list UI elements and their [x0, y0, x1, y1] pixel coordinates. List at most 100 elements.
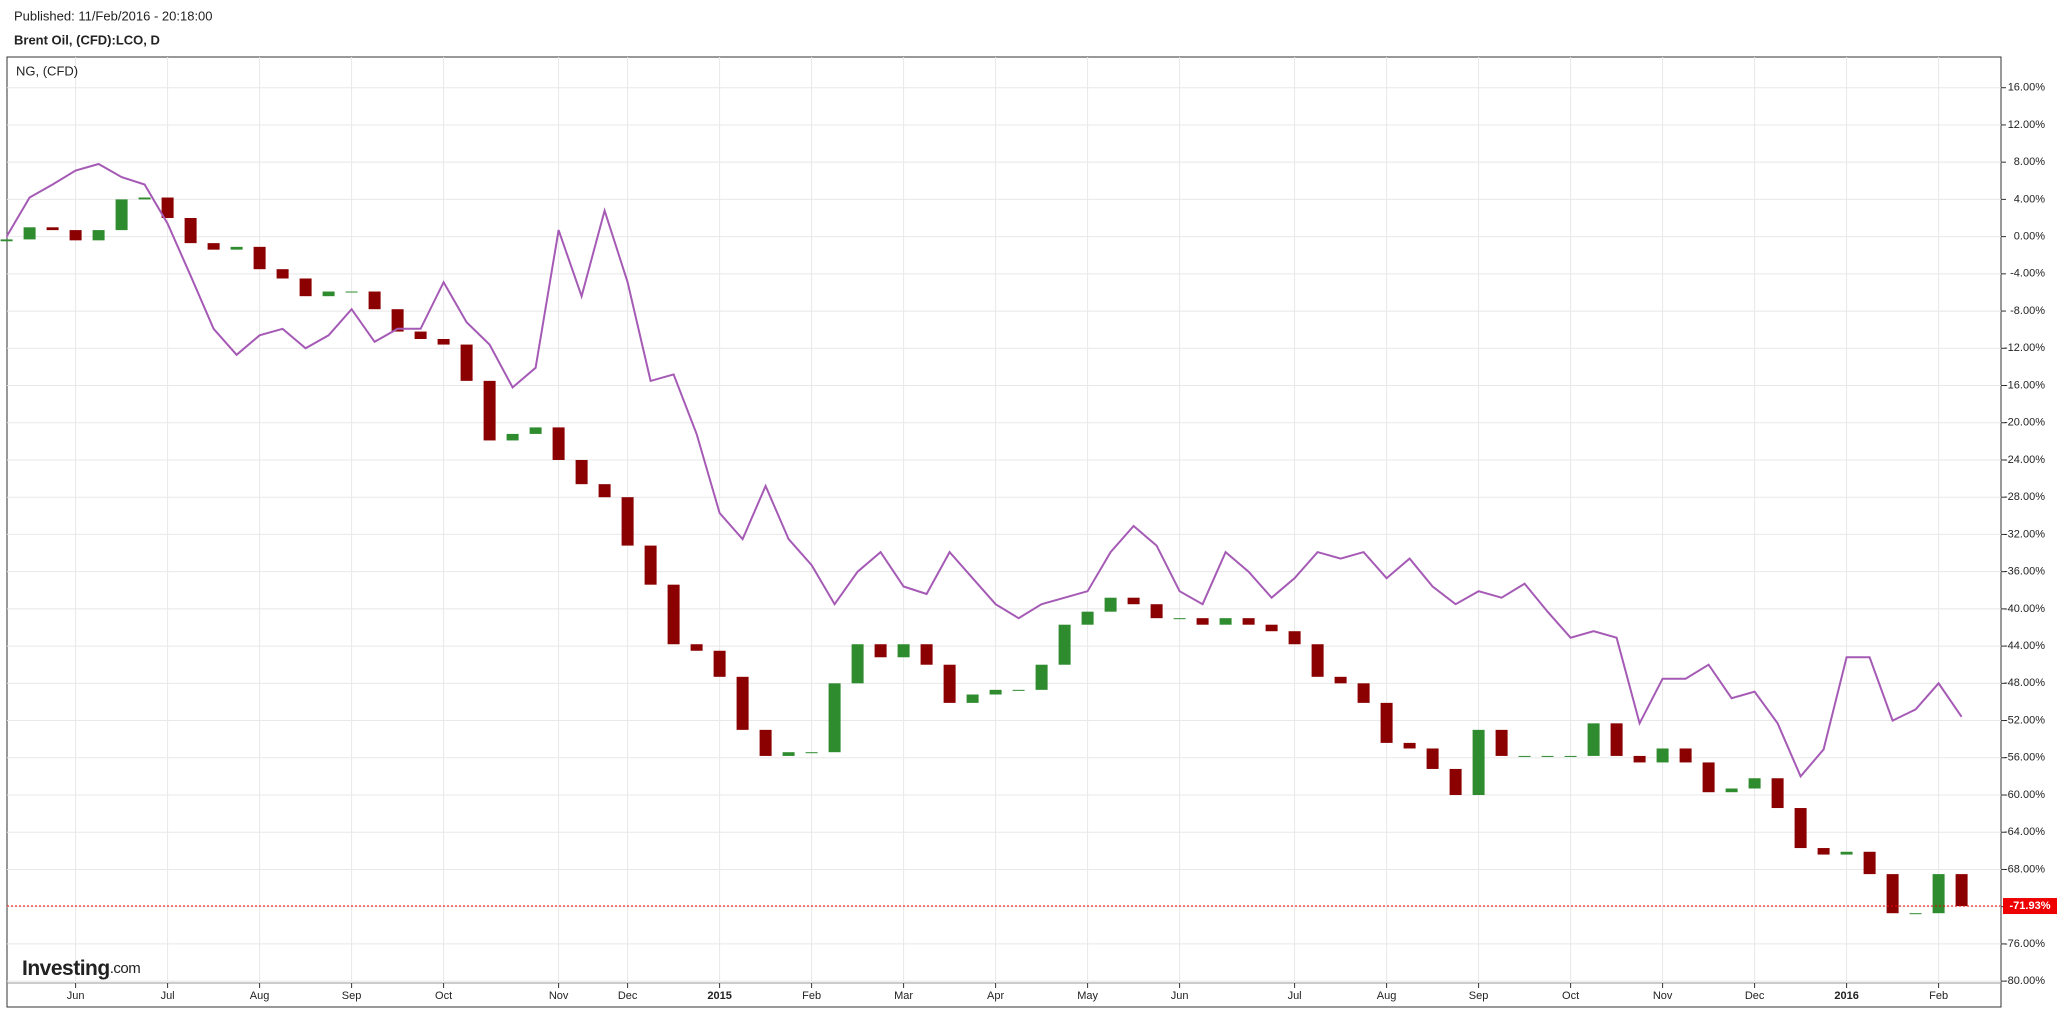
candle-body: [460, 344, 473, 381]
x-tick-label: Aug: [250, 990, 270, 1002]
candle-body: [1104, 597, 1117, 612]
candle-body: [0, 239, 13, 242]
y-tick-label: -16.00%: [2004, 379, 2045, 391]
x-tick-label: 2015: [707, 990, 731, 1002]
candle-body: [1794, 808, 1807, 849]
x-tick-label: Aug: [1377, 990, 1397, 1002]
candle-body: [23, 227, 36, 240]
x-tick-label: Feb: [802, 990, 821, 1002]
y-tick-label: 12.00%: [2008, 119, 2046, 131]
candle-body: [368, 291, 381, 310]
x-tick-label: Apr: [987, 990, 1004, 1002]
candle-body: [575, 459, 588, 485]
candle-body: [1610, 723, 1623, 756]
grid: 16.00% 12.00% 8.00% 4.00% 0.00% -4.00% -8.00% -…: [7, 57, 2045, 1002]
y-tick-label: -76.00%: [2004, 938, 2045, 950]
chart-title: Brent Oil, (CFD):LCO, D: [14, 32, 160, 47]
candle-body: [644, 545, 657, 585]
candle-body: [667, 584, 680, 645]
x-tick-label: Dec: [618, 990, 638, 1002]
candle-body: [1334, 676, 1347, 684]
candle-body: [1932, 874, 1945, 914]
candle-body: [1058, 624, 1071, 665]
candle-body: [621, 497, 634, 546]
candle-body: [1702, 762, 1715, 793]
y-tick-label: -20.00%: [2004, 417, 2045, 429]
candle-body: [690, 644, 703, 651]
candle-body: [1242, 618, 1255, 625]
candle-body: [759, 729, 772, 756]
candle-body: [1357, 683, 1370, 703]
series-line: [5, 162, 1963, 779]
candle-body: [276, 269, 289, 279]
legend-label: NG, (CFD): [16, 63, 78, 78]
candle-body: [943, 664, 956, 703]
candle-body: [1449, 768, 1462, 796]
candle-body: [1955, 874, 1968, 907]
candle-body: [1012, 689, 1025, 691]
candle-body: [1472, 729, 1485, 796]
marks: NG, (CFD) -71.93%: [0, 63, 2057, 915]
candle-body: [851, 644, 864, 684]
y-tick-label: -28.00%: [2004, 491, 2045, 503]
candle-body: [529, 427, 542, 434]
y-tick-label: -4.00%: [2010, 268, 2045, 280]
x-tick-label: Oct: [1562, 990, 1579, 1002]
candle-body: [1403, 742, 1416, 749]
candle-body: [713, 650, 726, 677]
candle-body: [1288, 631, 1301, 645]
x-tick-label: Jul: [161, 990, 175, 1002]
x-tick-label: Feb: [1929, 990, 1948, 1002]
x-tick-label: Jun: [1171, 990, 1189, 1002]
x-tick-label: Oct: [435, 990, 452, 1002]
candle-body: [736, 676, 749, 730]
y-tick-label: -12.00%: [2004, 342, 2045, 354]
y-tick-label: -8.00%: [2010, 305, 2045, 317]
y-tick-label: -44.00%: [2004, 640, 2045, 652]
x-tick-label: Sep: [1469, 990, 1489, 1002]
y-tick-label: 4.00%: [2014, 193, 2045, 205]
x-tick-label: May: [1077, 990, 1098, 1002]
candle-body: [1173, 618, 1186, 620]
x-tick-label: 2016: [1834, 990, 1858, 1002]
y-tick-label: 16.00%: [2008, 82, 2046, 94]
candle-body: [1817, 848, 1830, 855]
candle-body: [989, 689, 1002, 695]
y-tick-label: -80.00%: [2004, 975, 2045, 987]
candle-body: [1541, 755, 1554, 757]
x-tick-label: Dec: [1745, 990, 1765, 1002]
subtitle: Published: 11/Feb/2016 - 20:18:00: [14, 8, 213, 23]
candle-body: [46, 227, 59, 231]
y-tick-label: -56.00%: [2004, 752, 2045, 764]
candle-body: [1725, 788, 1738, 793]
x-tick-label: Jun: [67, 990, 85, 1002]
candle-body: [552, 427, 565, 460]
candle-body: [345, 291, 358, 293]
y-tick-label: -52.00%: [2004, 714, 2045, 726]
candle-body: [1150, 604, 1163, 619]
x-tick-label: Nov: [549, 990, 569, 1002]
candle-body: [1886, 874, 1899, 914]
y-tick-label: -60.00%: [2004, 789, 2045, 801]
candle-body: [1035, 664, 1048, 690]
x-tick-label: Sep: [342, 990, 362, 1002]
candle-body: [299, 278, 312, 297]
candle-body: [966, 694, 979, 703]
candle-body: [207, 243, 220, 250]
logo-brand: Investing: [22, 957, 110, 980]
candle-body: [1656, 748, 1669, 763]
y-tick-label: -32.00%: [2004, 528, 2045, 540]
candle-body: [1587, 723, 1600, 756]
x-tick-label: Nov: [1653, 990, 1673, 1002]
candle-body: [115, 199, 128, 231]
candle-body: [782, 752, 795, 756]
candle-body: [1311, 644, 1324, 677]
candle-body: [1380, 702, 1393, 743]
candle-body: [1679, 748, 1692, 763]
candle-body: [1265, 624, 1278, 632]
candle-body: [805, 752, 818, 754]
candle-body: [506, 433, 519, 441]
candle-body: [1127, 597, 1140, 605]
candle-body: [230, 246, 243, 250]
